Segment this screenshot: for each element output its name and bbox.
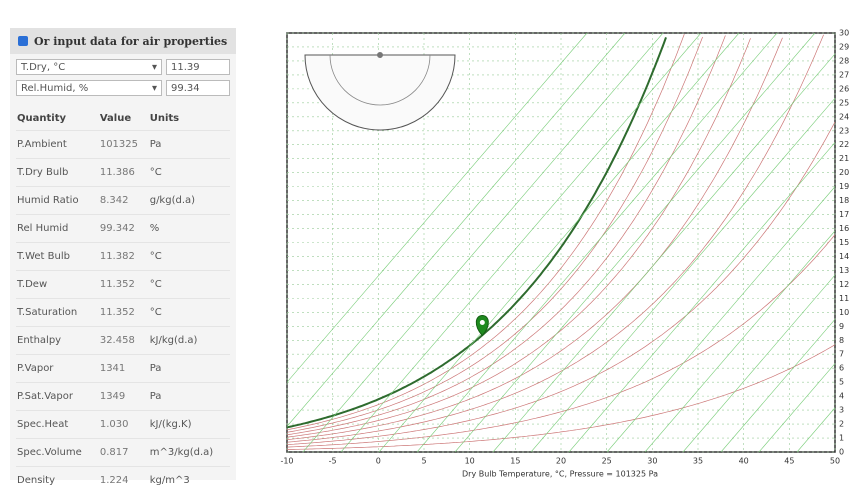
y-tick-label: 6: [839, 364, 844, 373]
x-tick-label: 0: [376, 457, 381, 466]
y-tick-label: 15: [839, 238, 849, 247]
x-tick-label: 15: [510, 457, 520, 466]
x-axis-label: Dry Bulb Temperature, °C, Pressure = 101…: [462, 470, 658, 479]
y-tick-label: 9: [839, 322, 844, 331]
page: Or input data for air properties T.Dry, …: [0, 0, 857, 483]
enthalpy-line: [645, 33, 857, 452]
y-tick-label: 5: [839, 378, 844, 387]
x-tick-label: 50: [830, 457, 840, 466]
y-tick-label: 7: [839, 350, 844, 359]
x-tick-label: 10: [465, 457, 475, 466]
y-tick-label: 1: [839, 434, 844, 443]
enthalpy-line: [683, 33, 857, 452]
x-tick-label: 25: [602, 457, 612, 466]
y-tick-label: 10: [839, 308, 849, 317]
y-tick-label: 30: [839, 29, 849, 38]
x-tick-label: 40: [739, 457, 749, 466]
state-point-dot: [480, 320, 485, 325]
y-tick-label: 2: [839, 420, 844, 429]
y-tick-label: 14: [839, 252, 849, 261]
y-tick-label: 27: [839, 70, 849, 79]
y-tick-label: 21: [839, 154, 849, 163]
x-tick-label: 30: [647, 457, 657, 466]
x-tick-label: -5: [329, 457, 337, 466]
y-tick-label: 28: [839, 56, 849, 65]
y-tick-label: 18: [839, 196, 849, 205]
y-tick-label: 13: [839, 266, 849, 275]
y-tick-label: 26: [839, 84, 849, 93]
y-tick-label: 23: [839, 126, 849, 135]
y-tick-label: 12: [839, 280, 849, 289]
y-tick-label: 11: [839, 294, 849, 303]
y-tick-label: 3: [839, 406, 844, 415]
protractor-knob: [377, 52, 383, 58]
x-tick-label: -10: [280, 457, 293, 466]
x-tick-label: 45: [784, 457, 794, 466]
y-tick-label: 24: [839, 112, 849, 121]
y-tick-label: 29: [839, 42, 849, 51]
y-tick-label: 8: [839, 336, 844, 345]
y-tick-label: 0: [839, 448, 844, 457]
y-tick-label: 16: [839, 224, 849, 233]
protractor: [305, 55, 455, 130]
x-tick-label: 5: [421, 457, 426, 466]
y-tick-label: 20: [839, 168, 849, 177]
y-tick-label: 4: [839, 392, 844, 401]
x-tick-label: 35: [693, 457, 703, 466]
y-tick-label: 19: [839, 182, 849, 191]
y-tick-label: 25: [839, 98, 849, 107]
y-tick-label: 22: [839, 140, 849, 149]
x-tick-label: 20: [556, 457, 566, 466]
y-tick-label: 17: [839, 210, 849, 219]
psychrometric-chart: Dry Bulb Temperature, °C, Pressure = 101…: [0, 0, 857, 483]
